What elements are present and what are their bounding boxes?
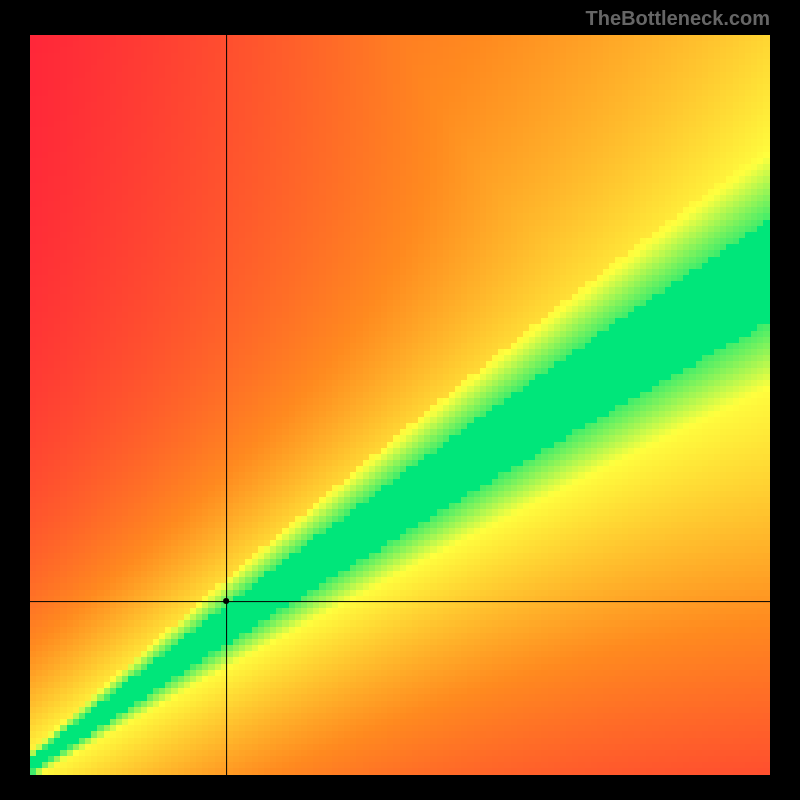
attribution-text: TheBottleneck.com: [586, 8, 770, 31]
bottleneck-heatmap: [30, 35, 770, 775]
chart-container: TheBottleneck.com: [0, 0, 800, 800]
plot-area: [30, 35, 770, 775]
